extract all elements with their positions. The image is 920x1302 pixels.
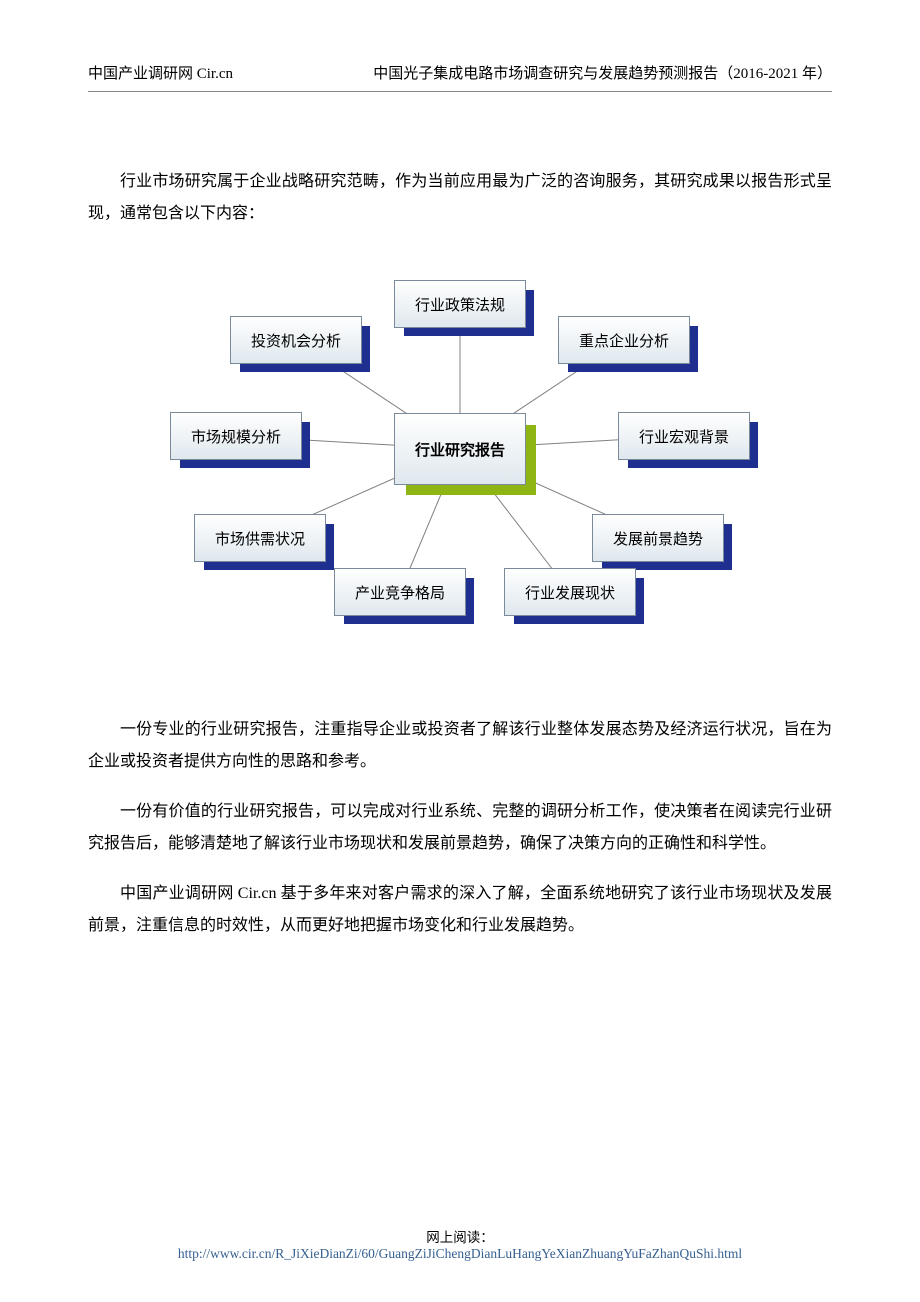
diagram-center-node: 行业研究报告 xyxy=(394,413,526,485)
diagram-node: 行业发展现状 xyxy=(504,568,636,616)
page-header: 中国产业调研网 Cir.cn 中国光子集成电路市场调查研究与发展趋势预测报告（2… xyxy=(0,0,920,83)
body-paragraph: 一份专业的行业研究报告，注重指导企业或投资者了解该行业整体发展态势及经济运行状况… xyxy=(88,714,832,778)
report-structure-diagram: 行业政策法规投资机会分析 重点企业分析市场规模分析 行业宏观背景市场供需状况 发展前景… xyxy=(88,270,832,640)
body-paragraph: 中国产业调研网 Cir.cn 基于多年来对客户需求的深入了解，全面系统地研究了该… xyxy=(88,878,832,942)
diagram-node: 行业政策法规 xyxy=(394,280,526,328)
page-content: 行业市场研究属于企业战略研究范畴，作为当前应用最为广泛的咨询服务，其研究成果以报… xyxy=(0,166,920,942)
diagram-node: 产业竞争格局 xyxy=(334,568,466,616)
diagram-node: 投资机会分析 xyxy=(230,316,362,364)
body-paragraph: 一份有价值的行业研究报告，可以完成对行业系统、完整的调研分析工作，使决策者在阅读… xyxy=(88,796,832,860)
header-divider xyxy=(88,91,832,92)
header-site-name: 中国产业调研网 Cir.cn xyxy=(88,62,233,83)
diagram-node: 重点企业分析 xyxy=(558,316,690,364)
diagram-node: 市场规模分析 xyxy=(170,412,302,460)
header-report-title: 中国光子集成电路市场调查研究与发展趋势预测报告（2016-2021 年） xyxy=(373,62,832,83)
footer-label: 网上阅读： xyxy=(426,1230,494,1245)
intro-paragraph: 行业市场研究属于企业战略研究范畴，作为当前应用最为广泛的咨询服务，其研究成果以报… xyxy=(88,166,832,230)
diagram-node: 市场供需状况 xyxy=(194,514,326,562)
page-footer: 网上阅读： http://www.cir.cn/R_JiXieDianZi/60… xyxy=(0,1226,920,1262)
diagram-node: 发展前景趋势 xyxy=(592,514,724,562)
footer-url[interactable]: http://www.cir.cn/R_JiXieDianZi/60/Guang… xyxy=(90,1246,830,1261)
diagram-node: 行业宏观背景 xyxy=(618,412,750,460)
body-paragraphs: 一份专业的行业研究报告，注重指导企业或投资者了解该行业整体发展态势及经济运行状况… xyxy=(88,714,832,942)
